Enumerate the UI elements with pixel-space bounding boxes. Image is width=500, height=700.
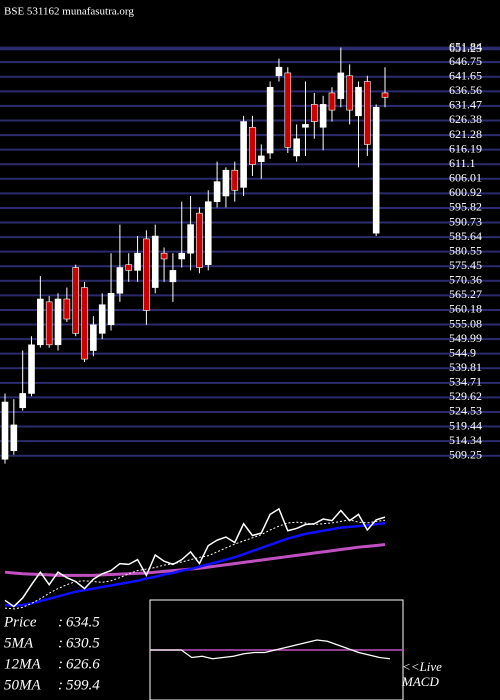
legend-name: Price bbox=[3, 614, 37, 630]
candle-body bbox=[45, 301, 53, 346]
candle-body bbox=[98, 304, 106, 334]
candle-body bbox=[240, 121, 247, 188]
candle-body bbox=[90, 324, 97, 351]
ma12-line bbox=[4, 522, 386, 608]
candle-body bbox=[187, 224, 194, 254]
candle-body bbox=[116, 267, 124, 294]
candle-body bbox=[328, 92, 336, 111]
candle-body bbox=[222, 169, 230, 197]
candle-body bbox=[364, 81, 371, 145]
legend-separator: : bbox=[58, 635, 63, 651]
candle-body bbox=[319, 104, 327, 128]
candle-body bbox=[257, 155, 265, 162]
y-tick-label: 651.84 bbox=[449, 39, 482, 53]
y-tick-label: 611.1 bbox=[449, 156, 476, 170]
legend-name: 12MA bbox=[4, 656, 41, 672]
candle-body bbox=[196, 212, 203, 268]
y-tick-label: 641.65 bbox=[449, 69, 482, 83]
candle-body bbox=[81, 287, 88, 360]
ma5-line bbox=[4, 519, 386, 610]
candle-body bbox=[143, 238, 150, 311]
legend-value: 634.5 bbox=[66, 614, 100, 630]
candle-body bbox=[231, 169, 239, 191]
candle-body bbox=[19, 393, 26, 409]
macd-label: MACD bbox=[401, 674, 439, 689]
candle-body bbox=[337, 72, 345, 99]
y-tick-label: 646.75 bbox=[449, 54, 482, 68]
y-tick-label: 519.44 bbox=[449, 418, 482, 432]
y-tick-label: 631.47 bbox=[449, 98, 482, 112]
candle-body bbox=[160, 252, 168, 260]
y-tick-label: 570.36 bbox=[449, 273, 482, 287]
y-tick-label: 606.01 bbox=[449, 171, 482, 185]
y-tick-label: 585.64 bbox=[449, 229, 482, 243]
legend-name: 5MA bbox=[4, 635, 34, 651]
y-tick-label: 580.55 bbox=[449, 243, 482, 257]
candle-body bbox=[311, 104, 318, 122]
candle-body bbox=[178, 252, 186, 260]
legend-separator: : bbox=[58, 614, 63, 630]
candle-body bbox=[302, 124, 309, 128]
candle-body bbox=[346, 75, 353, 111]
y-tick-label: 524.53 bbox=[449, 404, 482, 418]
y-tick-label: 600.92 bbox=[449, 185, 482, 199]
legend-value: 599.4 bbox=[66, 677, 100, 693]
y-tick-label: 595.82 bbox=[449, 200, 482, 214]
candle-body bbox=[204, 201, 212, 265]
y-tick-label: 514.34 bbox=[449, 433, 482, 447]
candle-body bbox=[1, 401, 9, 460]
y-tick-label: 575.45 bbox=[449, 258, 482, 272]
candle-body bbox=[10, 424, 18, 451]
y-tick-label: 565.27 bbox=[449, 287, 482, 301]
candle-body bbox=[213, 181, 221, 203]
legend-value: 626.6 bbox=[66, 656, 100, 672]
candle-body bbox=[355, 86, 362, 117]
y-tick-label: 534.71 bbox=[449, 375, 482, 389]
y-tick-label: 509.25 bbox=[449, 447, 482, 461]
candle-body bbox=[169, 270, 177, 283]
candle-body bbox=[381, 92, 389, 98]
macd-line bbox=[150, 639, 391, 660]
candle-body bbox=[63, 298, 71, 320]
candle-body bbox=[372, 106, 380, 234]
chart-title: BSE 531162 munafasutra.org bbox=[4, 6, 134, 18]
candle-body bbox=[284, 72, 292, 148]
y-tick-label: 549.99 bbox=[449, 331, 482, 345]
candle-body bbox=[37, 298, 44, 346]
y-tick-label: 555.08 bbox=[449, 316, 482, 330]
y-tick-label: 544.9 bbox=[449, 345, 476, 359]
legend-separator: : bbox=[58, 656, 63, 672]
candle-body bbox=[275, 66, 283, 77]
candle-body bbox=[54, 298, 62, 346]
candle-body bbox=[134, 252, 141, 271]
candle-body bbox=[125, 264, 133, 271]
y-tick-label: 616.19 bbox=[449, 141, 482, 155]
y-tick-label: 560.18 bbox=[449, 302, 482, 316]
candle-body bbox=[249, 126, 256, 165]
y-tick-label: 621.28 bbox=[449, 127, 482, 141]
y-tick-label: 590.73 bbox=[449, 214, 482, 228]
legend-separator: : bbox=[58, 677, 63, 693]
live-label: <<Live bbox=[402, 659, 442, 674]
y-tick-label: 529.62 bbox=[449, 389, 482, 403]
legend-name: 50MA bbox=[4, 677, 41, 693]
y-tick-label: 539.81 bbox=[449, 360, 482, 374]
legend-value: 630.5 bbox=[66, 635, 100, 651]
y-tick-label: 636.56 bbox=[449, 83, 482, 97]
candle-body bbox=[107, 292, 115, 326]
candle-body bbox=[151, 235, 159, 288]
y-tick-label: 626.38 bbox=[449, 112, 482, 126]
price-line bbox=[4, 507, 386, 608]
candle-body bbox=[72, 267, 79, 334]
candle-body bbox=[28, 344, 35, 394]
candle-body bbox=[293, 138, 300, 157]
ma50-line bbox=[4, 543, 386, 577]
candle-body bbox=[266, 86, 274, 154]
